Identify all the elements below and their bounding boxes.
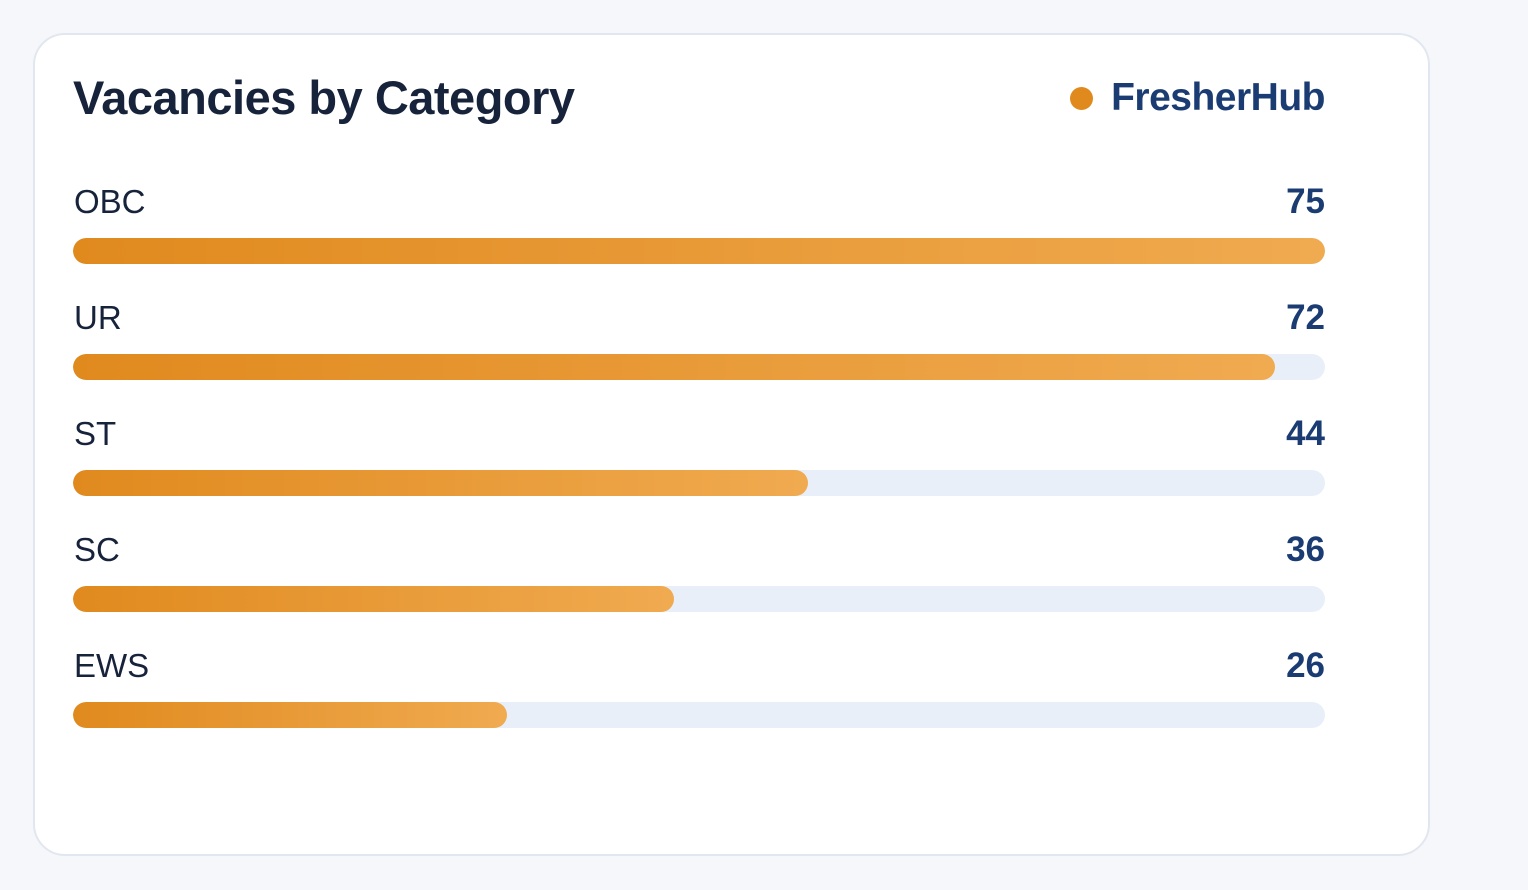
value-label-ur: 72 — [1286, 298, 1325, 337]
bar-row-sc: SC 36 — [73, 528, 1325, 644]
bar-row-st: ST 44 — [73, 412, 1325, 528]
category-label-ews: EWS — [74, 647, 150, 684]
bar-fill-ews — [73, 702, 508, 728]
chart-title: Vacancies by Category — [73, 71, 575, 124]
bar-fill-ur — [73, 354, 1275, 380]
legend-label: FresherHub — [1111, 76, 1325, 119]
bar-track-ur — [73, 354, 1325, 380]
bar-track-obc — [73, 238, 1325, 264]
bar-row-obc: OBC 75 — [73, 180, 1325, 296]
value-label-ews: 26 — [1286, 646, 1325, 685]
category-label-st: ST — [74, 415, 117, 452]
value-label-st: 44 — [1286, 414, 1325, 453]
category-label-obc: OBC — [74, 183, 146, 220]
bar-row-ur: UR 72 — [73, 296, 1325, 412]
value-label-obc: 75 — [1286, 182, 1325, 221]
bar-fill-st — [73, 470, 808, 496]
bar-rows: OBC 75 UR 72 ST 44 SC 36 EWS 26 — [73, 180, 1325, 760]
bar-track-st — [73, 470, 1325, 496]
value-label-sc: 36 — [1286, 530, 1325, 569]
chart-header: Vacancies by Category FresherHub — [73, 68, 1325, 128]
bar-track-ews — [73, 702, 1325, 728]
bar-row-ews: EWS 26 — [73, 644, 1325, 760]
bar-track-sc — [73, 586, 1325, 612]
bar-fill-obc — [73, 238, 1325, 264]
bar-fill-sc — [73, 586, 674, 612]
chart-legend: FresherHub — [1070, 68, 1325, 128]
category-label-ur: UR — [74, 299, 122, 336]
legend-dot-icon — [1070, 86, 1094, 110]
category-label-sc: SC — [74, 531, 120, 568]
